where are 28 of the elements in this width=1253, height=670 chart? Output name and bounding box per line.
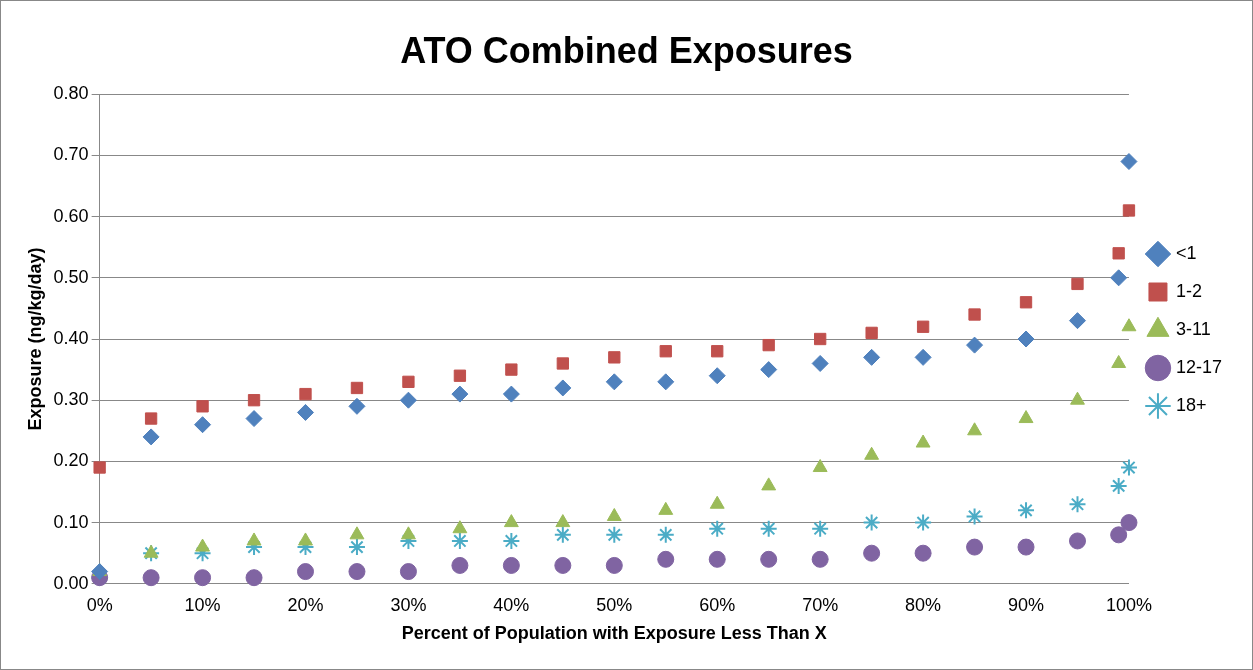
x-tick-label: 70% — [802, 594, 839, 615]
x-tick-label: 60% — [699, 594, 736, 615]
x-tick-label: 50% — [596, 594, 633, 615]
x-tick-label: 80% — [905, 594, 942, 615]
y-tick-label: 0.50 — [53, 266, 89, 287]
legend-label: <1 — [1175, 242, 1197, 263]
x-axis-title: Percent of Population with Exposure Less Than X — [401, 623, 827, 644]
y-tick-label: 0.70 — [53, 144, 89, 165]
x-tick-label: 100% — [1105, 594, 1152, 615]
y-axis-title: Exposure (ng/kg/day) — [24, 247, 45, 431]
y-tick-label: 0.60 — [53, 205, 89, 226]
y-tick-label: 0.80 — [53, 83, 89, 104]
y-tick-label: 0.20 — [53, 450, 89, 471]
x-tick-label: 40% — [493, 594, 530, 615]
legend-label: 18+ — [1175, 394, 1207, 415]
y-tick-label: 0.30 — [53, 389, 89, 410]
legend-label: 3-11 — [1175, 318, 1211, 339]
x-tick-label: 90% — [1008, 594, 1045, 615]
legend-label: 12-17 — [1175, 356, 1223, 377]
x-tick-label: 0% — [86, 594, 113, 615]
y-tick-label: 0.40 — [53, 327, 89, 348]
x-tick-label: 30% — [390, 594, 427, 615]
x-tick-label: 20% — [287, 594, 324, 615]
y-tick-label: 0.00 — [53, 572, 89, 593]
legend-label: 1-2 — [1175, 280, 1202, 301]
chart-title: ATO Combined Exposures — [400, 29, 853, 71]
y-tick-label: 0.10 — [53, 511, 89, 532]
x-tick-label: 10% — [184, 594, 221, 615]
